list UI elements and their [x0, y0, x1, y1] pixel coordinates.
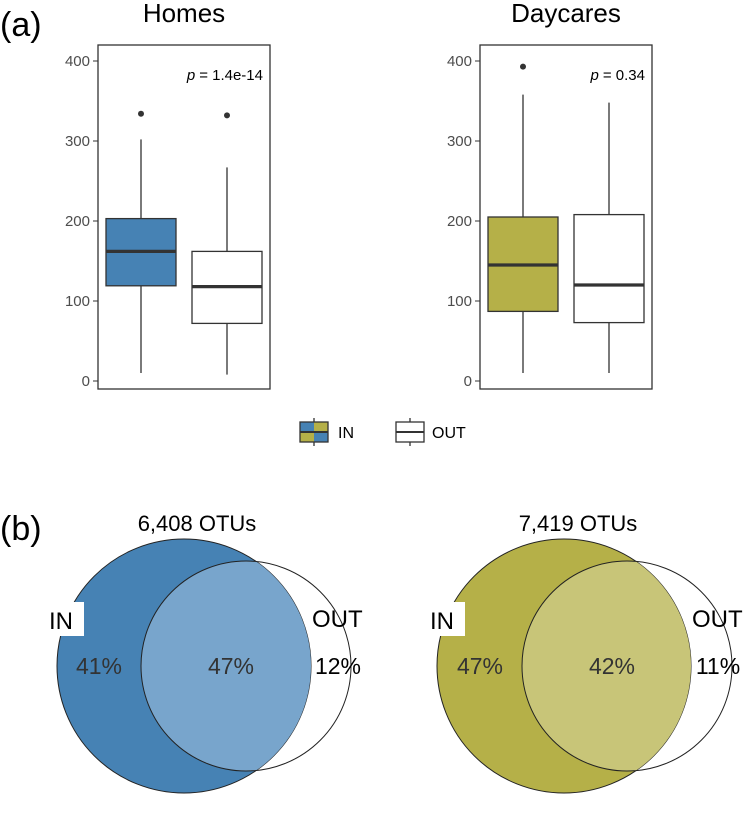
homes-ytick-label: 0	[82, 373, 90, 390]
panel-label-b: (b)	[0, 510, 42, 548]
daycares-out-box	[573, 213, 645, 324]
homes-boxplot: 0 100 200 300 400 p = 1.4e-14	[65, 44, 271, 390]
legend-in-swatch-blue-2	[314, 432, 328, 442]
homes-in-outlier	[138, 110, 144, 117]
daycares-venn-out-label: OUT	[692, 606, 743, 633]
homes-y-axis: 0 100 200 300 400	[65, 53, 98, 390]
legend-label-out: OUT	[432, 425, 466, 442]
homes-venn-out-label: OUT	[312, 606, 363, 633]
homes-ytick-label: 400	[65, 53, 90, 70]
homes-venn-out-circle	[140, 560, 352, 772]
legend-label-in: IN	[338, 425, 354, 442]
homes-venn-title: 6,408 OTUs	[138, 511, 257, 536]
homes-venn-in-label-bg	[44, 602, 84, 636]
daycares-venn-out-only: 11%	[696, 653, 740, 679]
daycares-venn-in-label-bg	[425, 602, 465, 636]
homes-venn-shared: 47%	[208, 653, 254, 679]
homes-ytick-label: 300	[65, 133, 90, 150]
daycares-title: Daycares	[511, 0, 621, 28]
daycares-boxes	[487, 63, 645, 373]
daycares-ytick-label: 100	[447, 293, 472, 310]
daycares-venn-in-only: 47%	[457, 653, 503, 679]
homes-venn-in-label: IN	[49, 608, 73, 635]
daycares-venn: 7,419 OTUs IN OUT 47% 42% 11%	[425, 511, 743, 794]
daycares-ytick-label: 200	[447, 213, 472, 230]
daycares-venn-title: 7,419 OTUs	[519, 511, 638, 536]
homes-venn-out-only: 12%	[315, 653, 361, 679]
homes-p-label: p	[186, 67, 195, 84]
homes-out-outlier	[224, 112, 230, 119]
daycares-venn-in-label: IN	[430, 608, 454, 635]
homes-venn-overlap	[141, 561, 311, 771]
daycares-venn-out-circle	[521, 560, 733, 772]
legend-in-swatch-olive-1	[314, 422, 328, 432]
legend: IN OUT	[299, 418, 466, 446]
homes-p-value: p = 1.4e-14	[186, 67, 263, 84]
legend-key-out	[395, 418, 425, 446]
daycares-ytick-label: 0	[464, 373, 472, 390]
daycares-boxplot: 0 100 200 300 400 p = 0.34	[447, 44, 653, 390]
daycares-y-axis: 0 100 200 300 400	[447, 53, 480, 390]
daycares-p-label: p	[590, 67, 599, 84]
daycares-ytick-label: 400	[447, 53, 472, 70]
daycares-venn-overlap	[522, 561, 691, 771]
homes-title: Homes	[143, 0, 225, 28]
legend-in-swatch-olive-2	[300, 432, 314, 442]
legend-key-in	[299, 418, 329, 446]
daycares-ytick-label: 300	[447, 133, 472, 150]
legend-in-swatch-blue-1	[300, 422, 314, 432]
homes-ytick-label: 100	[65, 293, 90, 310]
homes-boxes	[105, 110, 263, 375]
homes-ytick-label: 200	[65, 213, 90, 230]
homes-venn: 6,408 OTUs IN OUT 41% 47% 12%	[44, 511, 363, 794]
daycares-venn-shared: 42%	[589, 653, 635, 679]
homes-venn-in-only: 41%	[76, 653, 122, 679]
panel-label-a: (a)	[0, 6, 42, 44]
daycares-p-number: = 0.34	[603, 67, 645, 84]
daycares-in-outlier	[520, 63, 526, 70]
homes-p-number: = 1.4e-14	[199, 67, 263, 84]
daycares-p-value: p = 0.34	[590, 67, 645, 84]
homes-plot-frame	[97, 44, 271, 390]
daycares-plot-frame	[479, 44, 653, 390]
